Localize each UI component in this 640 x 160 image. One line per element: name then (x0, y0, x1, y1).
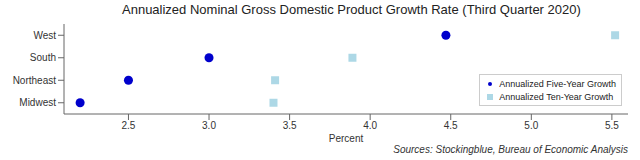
svg-text:4.0: 4.0 (363, 120, 377, 131)
svg-text:West: West (33, 30, 56, 41)
svg-text:Midwest: Midwest (19, 97, 56, 108)
html-text:Annualized Ten-Year Growth: Annualized Ten-Year Growth (499, 91, 614, 102)
html-text:Annualized Nominal Gross Domes: Annualized Nominal Gross Domestic Produc… (122, 2, 581, 17)
svg-text:4.5: 4.5 (444, 120, 458, 131)
svg-text:2.5: 2.5 (122, 120, 136, 131)
svg-text:Percent: Percent (329, 133, 364, 144)
html-text:Sources: Stockingblue, Bureau: Sources: Stockingblue, Bureau of Economi… (393, 144, 628, 155)
svg-text:3.0: 3.0 (202, 120, 216, 131)
svg-text:5.0: 5.0 (524, 120, 538, 131)
html-text:Annualized Five-Year Growth: Annualized Five-Year Growth (499, 78, 616, 89)
svg-text:5.5: 5.5 (605, 120, 619, 131)
svg-text:Northeast: Northeast (13, 75, 57, 86)
svg-text:South: South (30, 52, 56, 63)
svg-text:3.5: 3.5 (283, 120, 297, 131)
